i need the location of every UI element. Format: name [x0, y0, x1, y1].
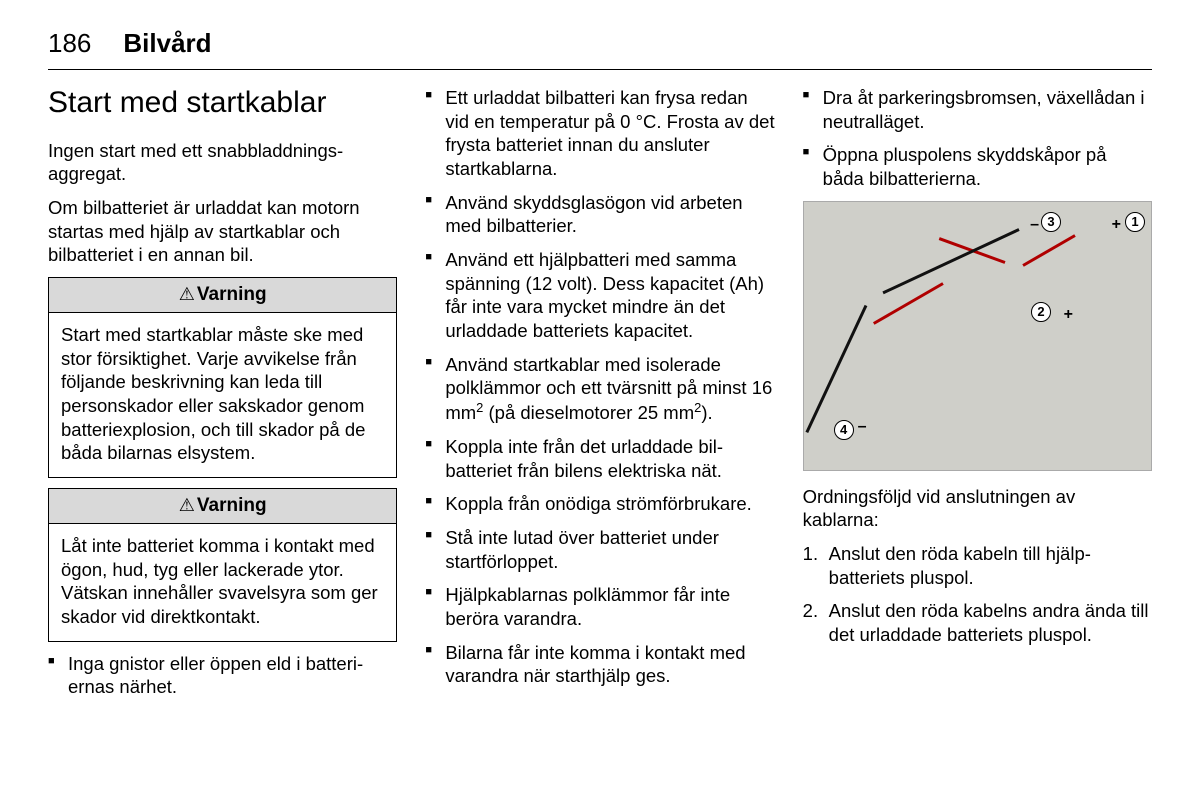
- list-item: Bilarna får inte komma i kontakt med var…: [425, 641, 774, 688]
- li-text-c: ).: [701, 402, 712, 423]
- warning-body-2: Låt inte batteriet komma i kontakt med ö…: [49, 524, 396, 641]
- jumper-cable-diagram: 1 2 3 4 + + – –: [803, 201, 1152, 471]
- list-item: Hjälpkablarnas polklämmor får inte berör…: [425, 583, 774, 630]
- callout-1: 1: [1125, 212, 1145, 232]
- black-cable: [806, 304, 868, 432]
- list-item: Öppna pluspolens skyddskåpor på båda bil…: [803, 143, 1152, 190]
- red-cable: [873, 282, 944, 325]
- warning-body-1: Start med startkablar måste ske med stor…: [49, 313, 396, 477]
- page-number: 186: [48, 28, 91, 59]
- list-item: Koppla från onödiga ström­förbrukare.: [425, 492, 774, 516]
- plus-icon: +: [1064, 306, 1073, 324]
- after-figure-p: Ordningsföljd vid anslutningen av kablar…: [803, 485, 1152, 532]
- warning-box-1: Varning Start med startkablar måste ske …: [48, 277, 397, 478]
- warning-title-1: Varning: [49, 278, 396, 313]
- section-title: Start med startkablar: [48, 86, 397, 121]
- callout-4: 4: [834, 420, 854, 440]
- minus-icon: –: [858, 418, 867, 436]
- warning-icon: [179, 284, 197, 305]
- minus-icon: –: [1030, 216, 1039, 234]
- list-item: Använd startkablar med isolerade polkläm…: [425, 353, 774, 425]
- chapter-title: Bilvård: [123, 28, 211, 59]
- warning-icon: [179, 495, 197, 516]
- column-2: Ett urladdat bilbatteri kan frysa redan …: [425, 86, 774, 786]
- column-1: Start med startkablar Ingen start med et…: [48, 86, 397, 786]
- connection-steps: Anslut den röda kabeln till hjälp­batter…: [803, 542, 1152, 657]
- list-item: Använd skyddsglasögon vid arbe­ten med b…: [425, 191, 774, 238]
- warning-box-2: Varning Låt inte batteriet komma i konta…: [48, 488, 397, 642]
- content-columns: Start med startkablar Ingen start med et…: [48, 86, 1152, 786]
- page-header: 186 Bilvård: [48, 28, 1152, 70]
- callout-2: 2: [1031, 302, 1051, 322]
- list-item: Dra åt parkeringsbromsen, växel­lådan i …: [803, 86, 1152, 133]
- intro-p1: Ingen start med ett snabbladdnings­aggre…: [48, 139, 397, 186]
- warning-title-2: Varning: [49, 489, 396, 524]
- list-item: Använd ett hjälpbatteri med samma spänni…: [425, 248, 774, 343]
- li-text-b: (på dieselmotorer 25 mm: [483, 402, 694, 423]
- step-item: Anslut den röda kabelns andra ända till …: [803, 599, 1152, 646]
- col3-bullets: Dra åt parkeringsbromsen, växel­lådan i …: [803, 86, 1152, 201]
- step-item: Anslut den röda kabeln till hjälp­batter…: [803, 542, 1152, 589]
- callout-3: 3: [1041, 212, 1061, 232]
- column-3: Dra åt parkeringsbromsen, växel­lådan i …: [803, 86, 1152, 786]
- list-item: Inga gnistor eller öppen eld i batteri­e…: [48, 652, 397, 699]
- list-item: Ett urladdat bilbatteri kan frysa redan …: [425, 86, 774, 181]
- red-cable: [1022, 234, 1075, 267]
- col1-bullets: Inga gnistor eller öppen eld i batteri­e…: [48, 652, 397, 709]
- intro-p2: Om bilbatteriet är urladdat kan motorn s…: [48, 196, 397, 267]
- list-item: Stå inte lutad över batteriet under star…: [425, 526, 774, 573]
- col2-bullets: Ett urladdat bilbatteri kan frysa redan …: [425, 86, 774, 698]
- warning-title-1-text: Varning: [197, 284, 267, 305]
- plus-icon: +: [1112, 216, 1121, 234]
- warning-title-2-text: Varning: [197, 495, 267, 516]
- list-item: Koppla inte från det urladdade bil­batte…: [425, 435, 774, 482]
